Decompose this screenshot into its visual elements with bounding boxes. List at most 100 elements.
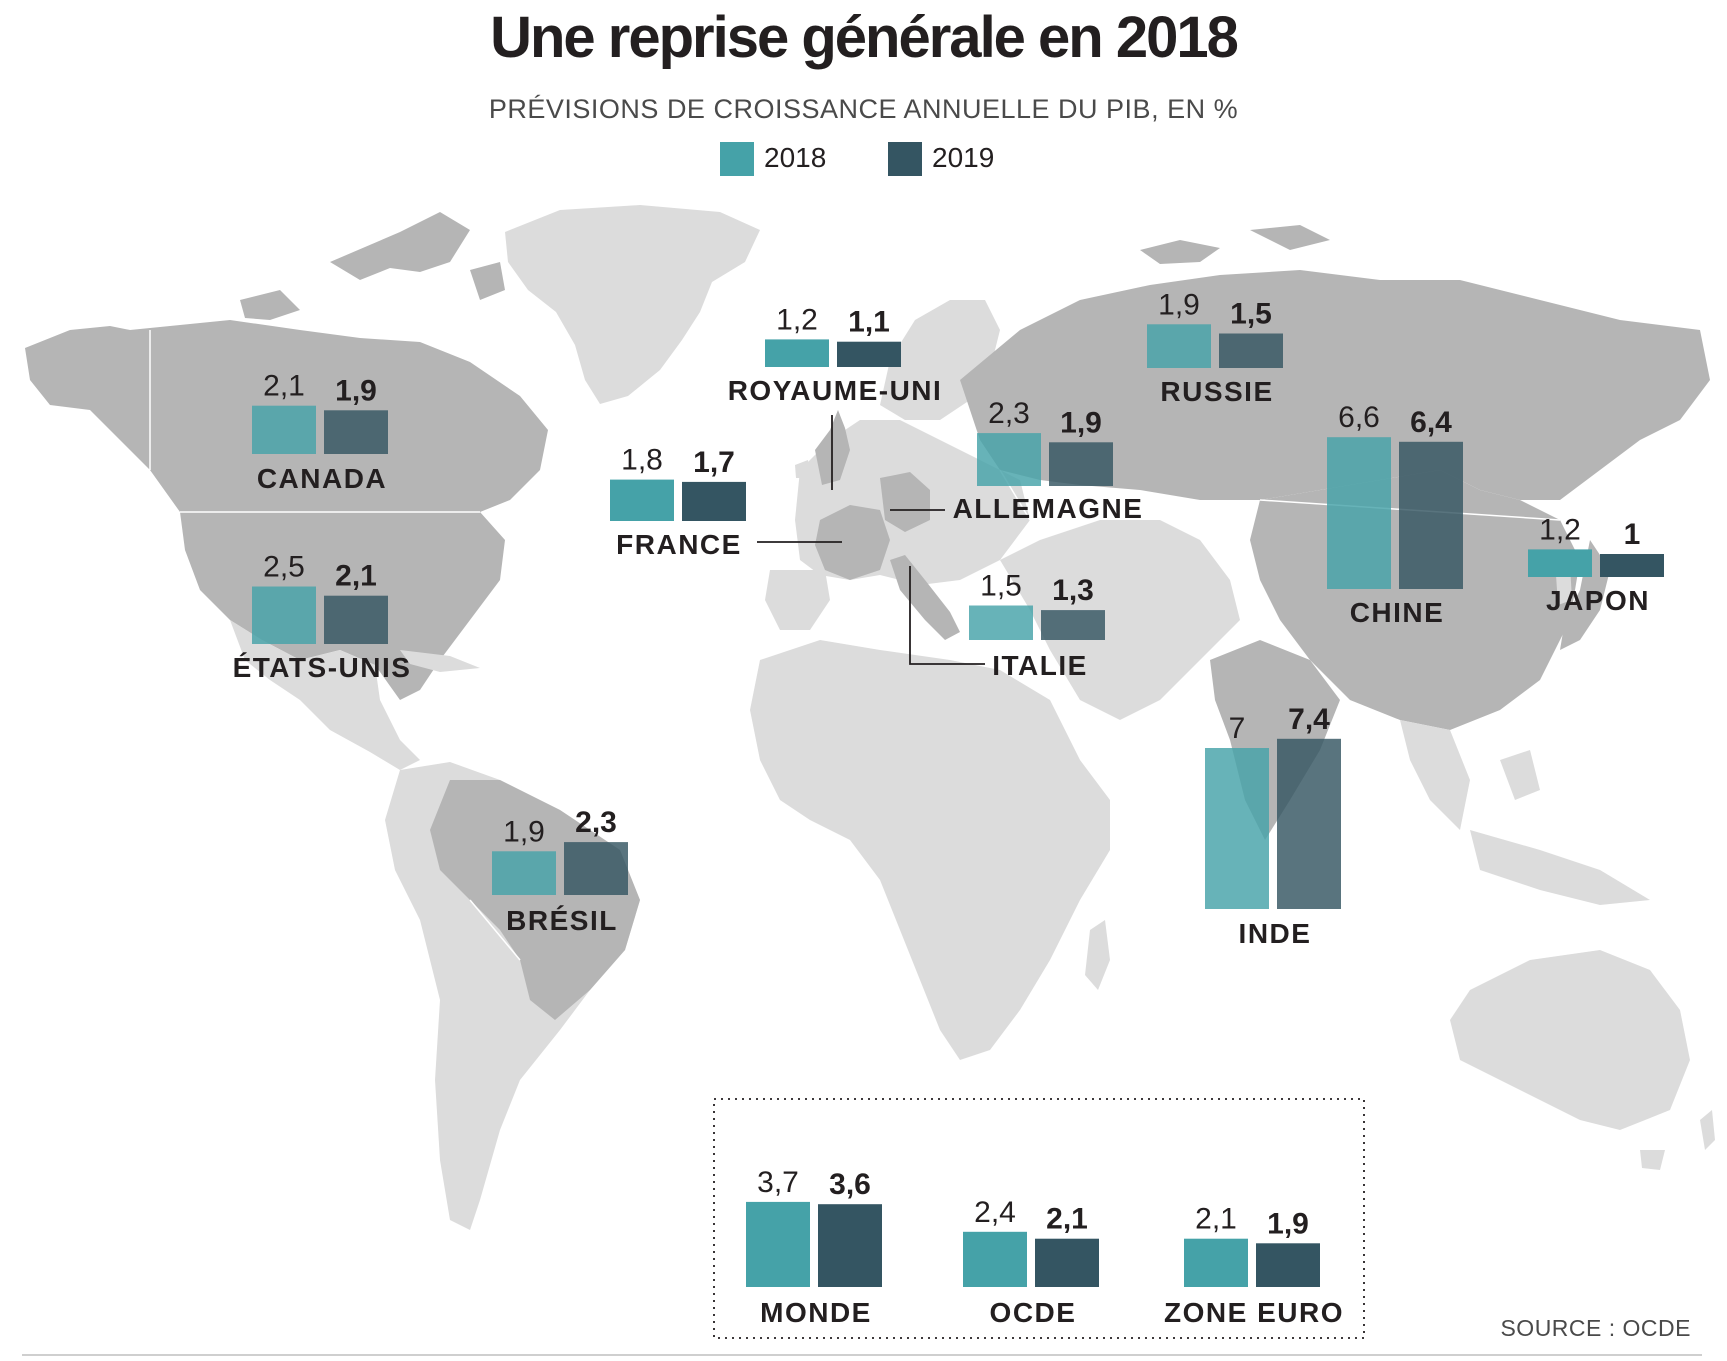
value-label-2018-japon: 1,2	[1539, 513, 1581, 546]
category-label-royaume-uni: ROYAUME-UNI	[728, 375, 943, 406]
bar-group-russie: 1,9 1,5 RUSSIE	[1147, 288, 1283, 407]
bar-2019-allemagne	[1049, 442, 1113, 486]
category-label-canada: CANADA	[257, 463, 387, 494]
value-label-2019-chine: 6,4	[1410, 406, 1452, 439]
value-label-2018-chine: 6,6	[1338, 401, 1380, 434]
value-label-2018-russie: 1,9	[1158, 288, 1200, 321]
bottom-divider	[22, 1354, 1702, 1356]
bar-2018-brésil	[492, 851, 556, 895]
bar-2019-inde	[1277, 738, 1341, 909]
bar-2019-brésil	[564, 842, 628, 895]
bar-group-royaume-uni: 1,2 1,1 ROYAUME-UNI	[728, 303, 943, 406]
value-label-2019-russie: 1,5	[1230, 298, 1272, 331]
africa-landmass	[750, 640, 1110, 1060]
category-label-ocde: OCDE	[990, 1297, 1077, 1328]
value-label-2019-canada: 1,9	[335, 374, 377, 407]
bar-2019-états-unis	[324, 595, 388, 644]
bar-2019-italie	[1041, 610, 1105, 640]
bar-2018-états-unis	[252, 586, 316, 644]
bar-2019-zone-euro	[1256, 1243, 1320, 1287]
bar-2019-russie	[1219, 333, 1283, 368]
bar-group-inde: 7 7,4 INDE	[1205, 703, 1341, 949]
category-label-japon: JAPON	[1546, 585, 1650, 616]
bar-2018-zone-euro	[1184, 1238, 1248, 1287]
bar-group-canada: 2,1 1,9 CANADA	[252, 370, 388, 494]
leader-line-italie	[909, 566, 985, 665]
germany-landmass	[880, 472, 930, 532]
value-label-2018-états-unis: 2,5	[263, 551, 305, 584]
value-label-2018-zone-euro: 2,1	[1195, 1203, 1237, 1236]
category-label-zone-euro: ZONE EURO	[1164, 1297, 1344, 1328]
australia-landmass	[1450, 950, 1690, 1130]
source-note: SOURCE : OCDE	[1500, 1315, 1691, 1341]
legend-swatch-2019	[888, 142, 922, 176]
france-landmass	[815, 505, 890, 580]
value-label-2019-japon: 1	[1624, 518, 1641, 551]
bar-group-italie: 1,5 1,3 ITALIE	[969, 570, 1105, 681]
value-label-2019-france: 1,7	[693, 446, 735, 479]
bar-2018-ocde	[963, 1231, 1027, 1287]
value-label-2019-allemagne: 1,9	[1060, 406, 1102, 439]
value-label-2019-ocde: 2,1	[1046, 1203, 1088, 1236]
category-label-inde: INDE	[1239, 918, 1312, 949]
category-label-monde: MONDE	[760, 1297, 872, 1328]
value-label-2018-monde: 3,7	[757, 1166, 799, 1199]
value-label-2019-royaume-uni: 1,1	[848, 306, 890, 339]
category-label-chine: CHINE	[1350, 597, 1445, 628]
category-label-états-unis: ÉTATS-UNIS	[233, 652, 412, 683]
mexico-landmass	[230, 620, 420, 770]
bar-2018-france	[610, 479, 674, 521]
bar-2019-canada	[324, 410, 388, 454]
category-label-russie: RUSSIE	[1160, 376, 1273, 407]
bar-2018-chine	[1327, 437, 1391, 589]
category-label-france: FRANCE	[616, 529, 742, 560]
value-label-2019-zone-euro: 1,9	[1267, 1207, 1309, 1240]
bar-group-chine: 6,6 6,4 CHINE	[1327, 401, 1463, 628]
legend-label-2019: 2019	[932, 142, 995, 173]
bar-group-brésil: 1,9 2,3 BRÉSIL	[492, 806, 628, 936]
category-label-italie: ITALIE	[992, 650, 1088, 681]
bar-2019-france	[682, 481, 746, 521]
value-label-2018-inde: 7	[1229, 712, 1246, 745]
chart-title: Une reprise générale en 2018	[490, 5, 1239, 70]
bar-group-monde: 3,7 3,6 MONDE	[746, 1166, 882, 1328]
alaska-landmass	[25, 326, 150, 470]
value-label-2018-allemagne: 2,3	[988, 397, 1030, 430]
value-label-2019-inde: 7,4	[1288, 703, 1330, 736]
value-label-2018-italie: 1,5	[980, 570, 1022, 603]
bar-2018-russie	[1147, 324, 1211, 368]
bar-group-ocde: 2,4 2,1 OCDE	[963, 1196, 1099, 1328]
value-label-2019-brésil: 2,3	[575, 806, 617, 839]
bar-group-france: 1,8 1,7 FRANCE	[610, 444, 746, 560]
value-label-2018-ocde: 2,4	[974, 1196, 1016, 1229]
japan-landmass	[1560, 540, 1610, 650]
chart-subtitle: PRÉVISIONS DE CROISSANCE ANNUELLE DU PIB…	[488, 94, 1239, 124]
legend-label-2018: 2018	[764, 142, 827, 173]
value-label-2019-monde: 3,6	[829, 1168, 871, 1201]
value-label-2019-italie: 1,3	[1052, 574, 1094, 607]
value-label-2018-france: 1,8	[621, 444, 663, 477]
bar-2019-royaume-uni	[837, 341, 901, 367]
bar-2018-italie	[969, 605, 1033, 640]
value-label-2018-royaume-uni: 1,2	[776, 303, 818, 336]
bar-group-zone-euro: 2,1 1,9 ZONE EURO	[1164, 1203, 1344, 1328]
greenland-landmass	[505, 205, 760, 404]
bar-group-japon: 1,2 1 JAPON	[1528, 513, 1664, 616]
bar-2018-monde	[746, 1201, 810, 1287]
bar-2018-japon	[1528, 549, 1592, 577]
value-label-2019-états-unis: 2,1	[335, 560, 377, 593]
bar-group-allemagne: 2,3 1,9 ALLEMAGNE	[953, 397, 1144, 524]
bar-2019-japon	[1600, 554, 1664, 577]
category-label-brésil: BRÉSIL	[506, 905, 618, 936]
italy-landmass	[890, 555, 960, 640]
bar-2018-royaume-uni	[765, 339, 829, 367]
southeast-asia-landmass	[1400, 720, 1470, 830]
category-label-allemagne: ALLEMAGNE	[953, 493, 1144, 524]
value-label-2018-brésil: 1,9	[503, 815, 545, 848]
bar-2019-monde	[818, 1204, 882, 1287]
value-label-2018-canada: 2,1	[263, 370, 305, 403]
bar-2019-chine	[1399, 441, 1463, 589]
legend-swatch-2018	[720, 142, 754, 176]
bar-2018-canada	[252, 405, 316, 454]
